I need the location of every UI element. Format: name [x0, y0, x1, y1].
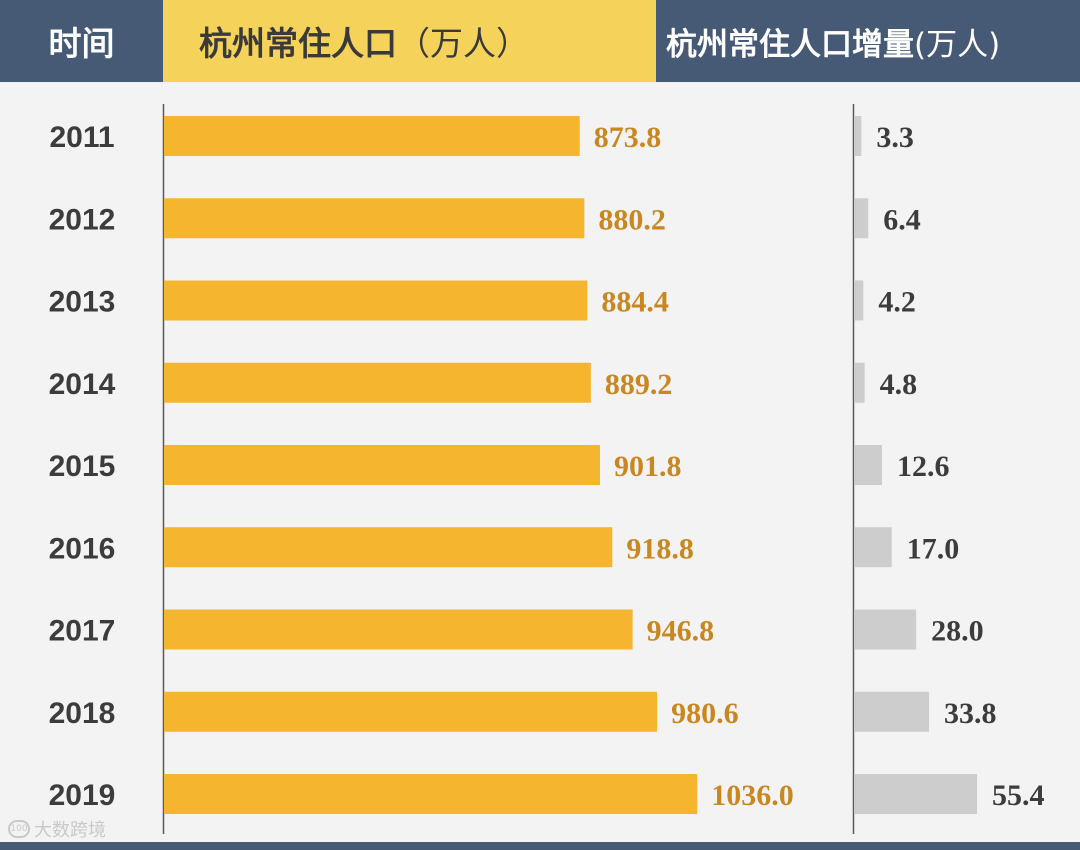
- increase-bar: [854, 774, 977, 814]
- increase-bar: [854, 445, 882, 485]
- increase-value-label: 17.0: [907, 532, 960, 565]
- year-label: 2011: [49, 121, 114, 154]
- watermark: 100 大数跨境: [8, 816, 106, 842]
- increase-value-label: 28.0: [931, 615, 984, 648]
- population-bar: [164, 445, 601, 485]
- population-value-label: 889.2: [605, 368, 673, 401]
- year-label: 2019: [49, 779, 116, 812]
- population-bar: [164, 198, 585, 239]
- increase-value-label: 12.6: [897, 450, 950, 483]
- population-bar-chart: 2011 873.8 3.3 2012 880.2 6.4 2013 884.4 4.2 2014…: [49, 104, 1045, 834]
- increase-bar: [854, 362, 865, 403]
- increase-value-label: 33.8: [944, 697, 997, 730]
- increase-header-label: 杭州常住人口增量: [666, 26, 914, 63]
- population-value-label: 946.8: [647, 615, 715, 648]
- year-label: 2018: [49, 697, 116, 730]
- year-label: 2017: [49, 615, 116, 648]
- increase-value-label: 4.8: [880, 368, 918, 401]
- year-label: 2012: [49, 203, 116, 236]
- population-bar: [164, 774, 698, 814]
- population-value-label: 884.4: [601, 286, 669, 319]
- population-value-label: 873.8: [594, 121, 662, 154]
- bottom-rule: [0, 842, 1080, 850]
- population-value-label: 918.8: [626, 532, 694, 565]
- increase-bar: [854, 280, 864, 321]
- increase-value-label: 6.4: [883, 203, 921, 236]
- table-header: 时间 杭州常住人口 （万人） 杭州常住人口增量 (万人): [0, 0, 1080, 82]
- increase-header-unit: (万人): [914, 26, 1001, 63]
- increase-bar: [854, 691, 930, 732]
- year-label: 2013: [49, 286, 116, 319]
- increase-value-label: 4.2: [878, 286, 916, 319]
- increase-bar: [854, 116, 862, 156]
- increase-bar: [854, 198, 869, 239]
- population-value-label: 980.6: [671, 697, 739, 730]
- population-bar: [164, 362, 591, 403]
- year-label: 2014: [49, 368, 116, 401]
- watermark-logo-icon: 100: [8, 820, 30, 838]
- population-bar: [164, 609, 633, 650]
- population-value-label: 901.8: [614, 450, 682, 483]
- population-header-unit: （万人）: [397, 24, 529, 63]
- population-value-label: 880.2: [598, 203, 666, 236]
- time-column-header: 时间: [0, 0, 163, 82]
- time-header-label: 时间: [48, 24, 115, 63]
- population-header-label: 杭州常住人口: [199, 24, 397, 63]
- year-label: 2015: [49, 450, 116, 483]
- population-column-header: 杭州常住人口 （万人）: [163, 0, 656, 82]
- increase-bar: [854, 609, 917, 650]
- population-bar: [164, 116, 580, 156]
- population-bar: [164, 691, 658, 732]
- year-label: 2016: [49, 532, 116, 565]
- population-value-label: 1036.0: [711, 779, 794, 812]
- increase-value-label: 55.4: [992, 779, 1045, 812]
- population-bar: [164, 280, 588, 321]
- increase-bar: [854, 527, 892, 568]
- population-bar: [164, 527, 613, 568]
- watermark-text: 大数跨境: [34, 820, 106, 841]
- increase-value-label: 3.3: [876, 121, 914, 154]
- increase-column-header: 杭州常住人口增量 (万人): [656, 0, 1080, 82]
